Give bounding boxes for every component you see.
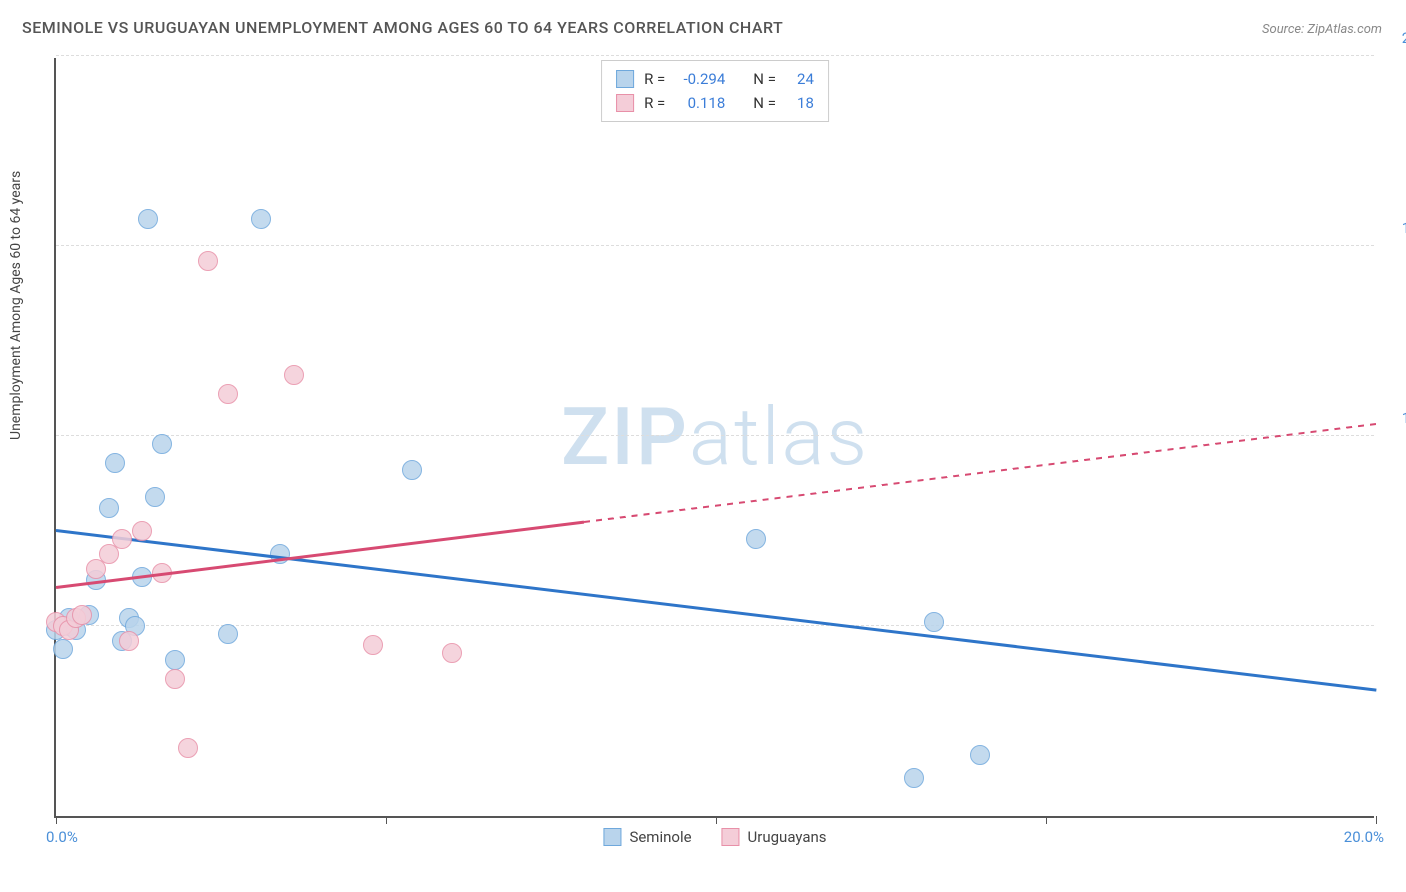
data-point xyxy=(746,529,766,549)
r-label: R = xyxy=(644,91,665,115)
data-point xyxy=(119,631,139,651)
legend-item: Uruguayans xyxy=(722,828,827,846)
watermark-light: atlas xyxy=(689,390,869,484)
data-point xyxy=(132,521,152,541)
gridline xyxy=(56,435,1374,436)
x-axis-max-label: 20.0% xyxy=(1344,828,1384,846)
data-point xyxy=(251,209,271,229)
x-tick xyxy=(716,816,717,824)
gridline xyxy=(56,245,1374,246)
legend-swatch xyxy=(603,828,621,846)
data-point xyxy=(924,612,944,632)
legend-label: Seminole xyxy=(629,828,691,846)
data-point xyxy=(112,529,132,549)
legend-label: Uruguayans xyxy=(748,828,827,846)
x-tick xyxy=(1376,816,1377,824)
legend-stats-row: R = 0.118 N = 18 xyxy=(616,91,814,115)
data-point xyxy=(178,738,198,758)
legend-swatch xyxy=(722,828,740,846)
data-point xyxy=(284,365,304,385)
watermark: ZIPatlas xyxy=(561,390,869,484)
data-point xyxy=(442,643,462,663)
gridline xyxy=(56,625,1374,626)
data-point xyxy=(218,624,238,644)
data-point xyxy=(138,209,158,229)
r-value: 0.118 xyxy=(675,91,725,115)
x-tick xyxy=(386,816,387,824)
series-legend: Seminole Uruguayans xyxy=(603,828,826,846)
y-tick-label: 10.0% xyxy=(1402,409,1406,427)
data-point xyxy=(165,650,185,670)
data-point xyxy=(402,460,422,480)
y-tick-label: 20.0% xyxy=(1402,29,1406,47)
n-value: 18 xyxy=(786,91,814,115)
source-attribution: Source: ZipAtlas.com xyxy=(1262,22,1382,37)
gridline xyxy=(56,55,1374,56)
data-point xyxy=(218,384,238,404)
legend-stats-row: R = -0.294 N = 24 xyxy=(616,67,814,91)
data-point xyxy=(72,605,92,625)
data-point xyxy=(99,498,119,518)
legend-swatch xyxy=(616,94,634,112)
data-point xyxy=(970,745,990,765)
data-point xyxy=(198,251,218,271)
r-label: R = xyxy=(644,67,665,91)
data-point xyxy=(105,453,125,473)
n-label: N = xyxy=(753,91,776,115)
y-tick-label: 15.0% xyxy=(1402,219,1406,237)
data-point xyxy=(152,434,172,454)
chart-title: SEMINOLE VS URUGUAYAN UNEMPLOYMENT AMONG… xyxy=(22,18,783,37)
data-point xyxy=(904,768,924,788)
trend-line xyxy=(584,423,1376,523)
x-tick xyxy=(1046,816,1047,824)
legend-item: Seminole xyxy=(603,828,691,846)
legend-swatch xyxy=(616,70,634,88)
y-axis-label: Unemployment Among Ages 60 to 64 years xyxy=(8,171,24,440)
data-point xyxy=(53,639,73,659)
n-value: 24 xyxy=(786,67,814,91)
watermark-bold: ZIP xyxy=(561,390,689,484)
r-value: -0.294 xyxy=(675,67,725,91)
x-axis-min-label: 0.0% xyxy=(46,828,78,846)
correlation-legend: R = -0.294 N = 24 R = 0.118 N = 18 xyxy=(601,60,829,122)
n-label: N = xyxy=(753,67,776,91)
data-point xyxy=(145,487,165,507)
data-point xyxy=(165,669,185,689)
plot-area: ZIPatlas R =-0.294N =24R =0.118N =18 0.0… xyxy=(54,58,1374,818)
x-tick xyxy=(56,816,57,824)
data-point xyxy=(363,635,383,655)
trend-line xyxy=(56,529,1376,691)
